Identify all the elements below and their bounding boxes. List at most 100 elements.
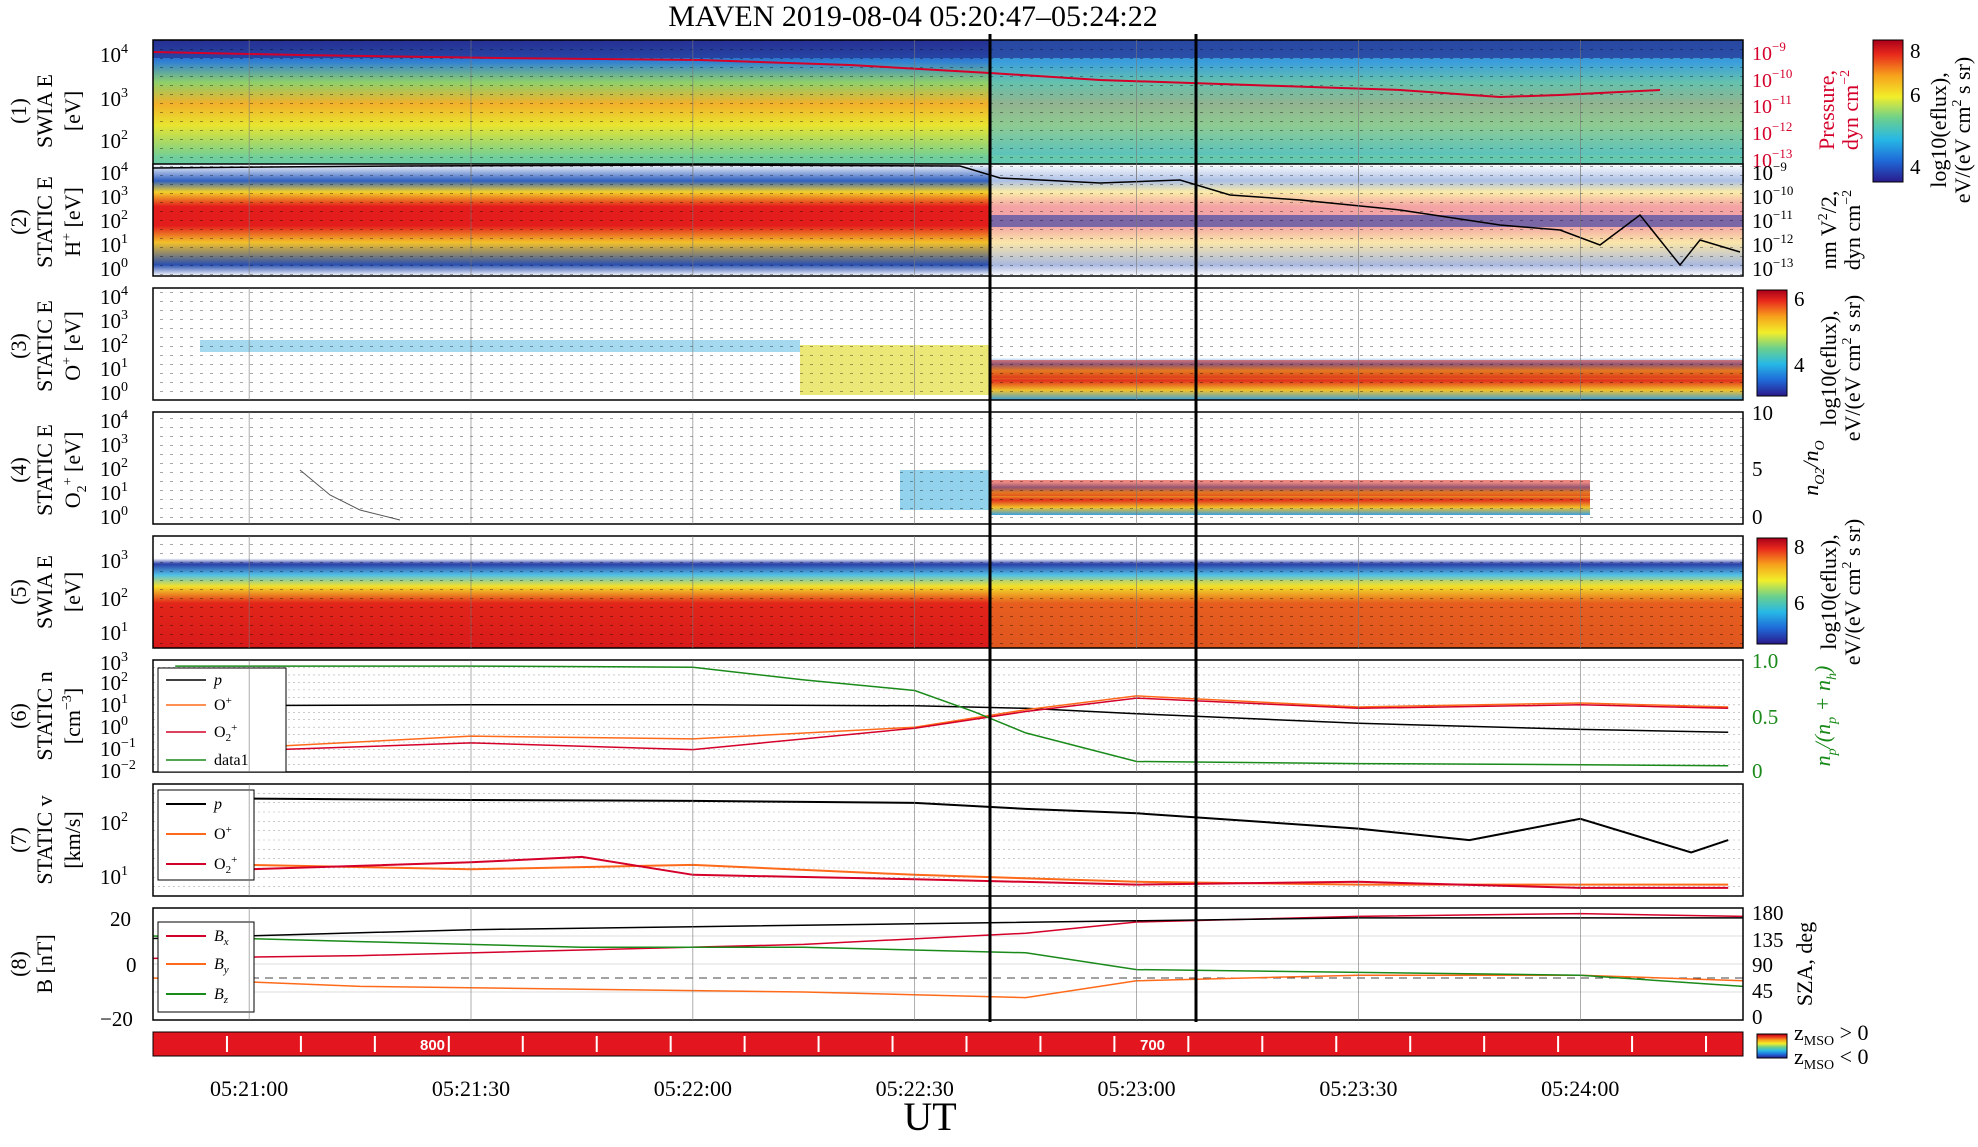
panel-8-series-Bx [152,912,1744,960]
x-tick-label: 05:23:00 [1097,1076,1175,1101]
panel-8-ylabel: B [nT] [32,934,57,993]
colorbar-5-tick-6: 6 [1794,591,1805,615]
panel-7-ylabel: STATIC v [32,795,57,884]
panel-8-ylabel: (8) [6,951,31,977]
panel-2-rtick: 10−10 [1752,183,1793,209]
panel-5-ylabel: SWIA E [32,555,57,629]
colorbar-5-label: eV/(eV cm2 s sr) [1840,519,1865,666]
panel-2: 104 103 102 101 100 (2) STATIC E H+ [eV]… [6,159,1865,281]
panel-6-series-O+ [212,695,1729,751]
panel-8-rtick-180: 180 [1752,901,1784,925]
panel-6: 103 102 101 100 10−1 10−2 (6) STATIC n [… [6,649,1840,783]
zmso-colorbar [1756,1033,1788,1059]
panel-6-rtick-1: 1.0 [1752,649,1778,673]
orbit-label-700: 700 [1140,1037,1165,1054]
panel-7-ytick: 102 [100,810,128,835]
panel-2-rtick: 10−12 [1752,231,1793,257]
panel-1-rtick: 10−12 [1752,119,1792,145]
colorbar-1-label: log10(eflux), [1926,72,1951,187]
colorbar-5 [1756,537,1788,645]
panel-6-series-p [175,704,1729,733]
panel-1-ytick-1e3: 103 [100,86,128,111]
panel-2-ytick: 103 [100,184,128,209]
colorbar-1-label: eV/(eV cm2 s sr) [1950,57,1975,204]
panel-3: 104 103 102 101 100 (3) STATIC E O+ [eV]… [6,284,1865,441]
orbit-label-800: 800 [420,1037,445,1054]
panel-3-ytick: 102 [100,332,128,357]
colorbar-3-tick-6: 6 [1794,287,1805,311]
panel-4-ytick: 102 [100,456,128,481]
colorbar-3-label: log10(eflux), [1816,310,1841,425]
panel-2-ylabel: (2) [6,209,31,235]
panel-2-ytick: 104 [100,160,128,185]
x-tick-label: 05:24:00 [1541,1076,1619,1101]
x-tick-label: 05:21:30 [432,1076,510,1101]
panel-1-right-label: dyn cm−2 [1838,70,1863,150]
panel-5-ytick: 101 [100,620,128,645]
panel-8-legend: Bx By Bz [157,921,255,1013]
panel-4-rtick-10: 10 [1752,401,1773,425]
panel-4-right-label: nO2/nO [1798,440,1828,495]
panel-2-rtick: 10−11 [1752,207,1793,233]
panel-4-ylabel: STATIC E [32,424,57,516]
panel-4-rtick-0: 0 [1752,505,1763,529]
panel-8-right-label: SZA, deg [1792,922,1817,1006]
panel-2-right-label: dyn cm−2 [1840,190,1865,270]
panel-7-legend-p: p [213,796,222,813]
panel-7-ylabel: [km/s] [60,811,85,868]
panel-4-ylabel: O2+ [eV] [60,432,90,509]
panel-1-right-label: Pressure, [1814,70,1839,150]
panel-8-ytick-0: 0 [126,953,137,977]
panel-3-ytick: 100 [100,380,128,405]
panel-6-ylabel: [cm−3] [60,688,85,744]
panel-4-ytick: 101 [100,480,128,505]
colorbar-3-label: eV/(eV cm2 s sr) [1840,295,1865,442]
colorbar-1-tick-4: 4 [1910,155,1921,179]
panel-3-ytick: 104 [100,284,128,309]
panel-7-ytick: 101 [100,864,128,889]
panel-7-series-p [175,797,1729,854]
panel-1-ylabel: (1) [6,98,31,124]
panel-3-ylabel: O+ [eV] [60,311,85,381]
panel-5-ytick: 103 [100,548,128,573]
panel-1-rtick: 10−11 [1752,92,1792,118]
panel-2-ytick: 100 [100,256,128,281]
panel-2-ylabel: STATIC E [32,176,57,268]
panel-3-ytick: 101 [100,356,128,381]
panel-5-ytick: 102 [100,586,128,611]
panel-6-legend-data1: data1 [214,752,249,769]
panel-6-right-label: np/(np + nh) [1810,666,1840,767]
panel-1-pressure-line [152,51,1661,99]
colorbar-1-tick-6: 6 [1910,83,1921,107]
panel-8-series-By [152,974,1744,999]
panel-8-rtick-0: 0 [1752,1005,1763,1029]
panel-2-rtick: 10−9 [1752,159,1787,185]
panel-5-ylabel: (5) [6,579,31,605]
panel-6-legend-p: p [213,672,222,689]
panel-6-ytick: 10−2 [100,758,136,783]
colorbar-3 [1756,289,1788,397]
panel-1-rtick: 10−9 [1752,39,1786,65]
panel-7: 102 101 (7) STATIC v [km/s] p O+ O2+ [6,783,1744,897]
panel-3-ytick: 103 [100,308,128,333]
panel-8: 20 0 −20 (8) B [nT] 180 135 90 45 0 SZA,… [6,901,1817,1031]
panel-2-right-label: nm V2/2, [1816,191,1841,270]
panel-8-rtick-135: 135 [1752,928,1784,952]
panel-1-ylabel: [eV] [60,91,85,131]
x-tick-label: 05:21:00 [210,1076,288,1101]
panel-8-series-Bz [152,935,1744,988]
panel-7-legend: p O+ O2+ [157,789,255,881]
panel-6-ylabel: STATIC n [32,671,57,760]
panel-2-ylabel: H+ [eV] [60,187,85,257]
x-axis-label: UT [903,1094,956,1139]
panel-2-ytick: 102 [100,208,128,233]
panel-6-legend: p O+ O2+ data1 [157,667,287,773]
chart-title: MAVEN 2019-08-04 05:20:47–05:24:22 [668,0,1157,33]
panel-1-ytick-1e2: 102 [100,128,128,153]
panel-3-ylabel: (3) [6,333,31,359]
panel-6-ylabel: (6) [6,703,31,729]
colorbar-1-tick-8: 8 [1910,39,1921,63]
panel-4-ytick: 103 [100,432,128,457]
panel-1-ytick-1e4: 104 [100,42,128,67]
